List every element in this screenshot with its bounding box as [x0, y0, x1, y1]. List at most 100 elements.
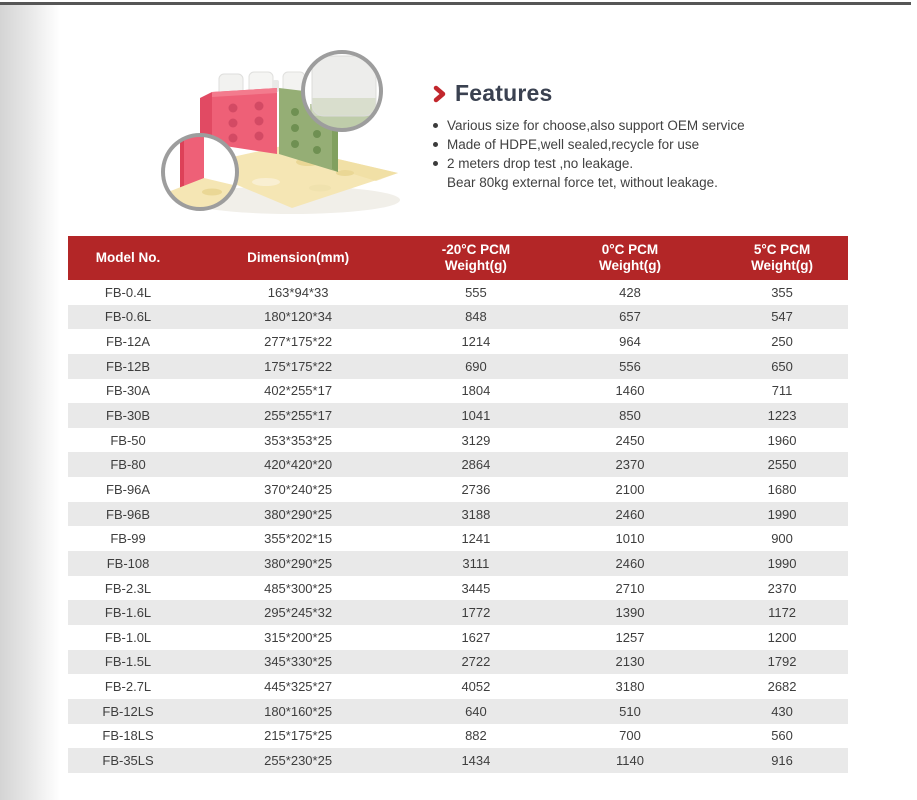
bullet-dot-icon: [433, 142, 438, 147]
features-title: Features: [455, 80, 553, 106]
table-cell: 2864: [461, 457, 491, 473]
table-cell: FB-108: [106, 555, 150, 571]
table-cell: 1223: [767, 408, 797, 424]
table-row-FB-1.5L: FB-1.5L 345*330*25 2722 2130 1792: [68, 649, 848, 675]
table-cell: 2460: [615, 555, 645, 571]
table-cell: 1460: [615, 383, 645, 399]
table-cell: 2682: [767, 679, 797, 695]
table-cell: 315*200*25: [264, 629, 333, 645]
table-cell: 1680: [767, 481, 797, 497]
product-image: [140, 40, 430, 225]
table-cell: FB-96B: [106, 506, 151, 522]
table-cell: 180*160*25: [264, 703, 333, 719]
table-row-FB-50: FB-50 353*353*25 3129 2450 1960: [68, 428, 848, 453]
table-cell: 2450: [615, 432, 645, 448]
table-row-FB-35LS: FB-35LS 255*230*25 1434 1140 916: [68, 748, 848, 773]
table-cell: FB-2.7L: [104, 679, 152, 695]
table-row-FB-12LS: FB-12LS 180*160*25 640 510 430: [68, 698, 848, 724]
table-cell: 916: [771, 752, 793, 768]
table-row-FB-30A: FB-30A 402*255*17 1804 1460 711: [68, 379, 848, 404]
table-cell: 882: [465, 728, 487, 744]
column-header-1: Dimension(mm): [247, 250, 350, 265]
table-row-FB-12A: FB-12A 277*175*22 1214 964 250: [68, 329, 848, 354]
table-cell: 1960: [767, 432, 797, 448]
table-cell: 850: [619, 408, 641, 424]
table-cell: FB-99: [110, 531, 146, 547]
pink-ice-pack-panel: [200, 88, 277, 154]
table-cell: 2130: [615, 654, 645, 670]
magnifier-circle-bottom-left-icon: [161, 133, 239, 211]
table-cell: 445*325*27: [264, 679, 333, 695]
table-cell: 560: [771, 728, 793, 744]
table-cell: 295*245*32: [264, 605, 333, 621]
table-cell: FB-30B: [106, 408, 151, 424]
table-cell: 1140: [615, 752, 644, 768]
table-cell: 700: [619, 728, 641, 744]
table-cell: 1257: [615, 629, 645, 645]
table-cell: 4052: [461, 679, 491, 695]
table-cell: 2710: [615, 580, 645, 596]
table-cell: FB-30A: [106, 383, 151, 399]
table-cell: 3445: [461, 580, 491, 596]
table-header-row: Model No. Dimension(mm) -20°C PCM Weight(g)…: [68, 236, 848, 280]
table-row-FB-0.4L: FB-0.4L 163*94*33 555 428 355: [68, 280, 848, 305]
features-arrow-icon: [433, 85, 446, 103]
table-cell: 1010: [615, 531, 645, 547]
table-cell: FB-12LS: [102, 703, 154, 719]
table-cell: 1200: [767, 629, 797, 645]
table-cell: FB-1.6L: [104, 605, 152, 621]
spec-table: Model No. Dimension(mm) -20°C PCM Weight(g)…: [68, 236, 848, 773]
table-row-FB-80: FB-80 420*420*20 2864 2370 2550: [68, 452, 848, 478]
bullet-dot-icon: [433, 123, 438, 128]
table-row-FB-12B: FB-12B 175*175*22 690 556 650: [68, 353, 848, 379]
table-cell: 1990: [767, 555, 797, 571]
column-header-4: 5°C PCM Weight(g): [751, 242, 814, 273]
table-cell: 255*255*17: [264, 408, 333, 424]
magnifier-circle-top-right-icon: [301, 50, 383, 132]
table-row-FB-18LS: FB-18LS 215*175*25 882 700 560: [68, 724, 848, 749]
table-cell: 1172: [768, 605, 797, 621]
table-cell: 1390: [615, 605, 645, 621]
table-cell: FB-0.4L: [104, 284, 152, 300]
table-cell: 1772: [461, 605, 491, 621]
table-cell: 180*120*34: [264, 309, 333, 325]
table-cell: 355: [771, 284, 793, 300]
table-cell: FB-96A: [106, 481, 151, 497]
table-cell: 711: [771, 383, 793, 399]
feature-bullet-0: Various size for choose,also support OEM…: [433, 116, 903, 135]
table-cell: 380*290*25: [264, 506, 333, 522]
table-cell: 3111: [462, 555, 490, 571]
feature-bullet-1: Made of HDPE,well sealed,recycle for use: [433, 135, 903, 154]
table-cell: 657: [619, 309, 641, 325]
column-header-3: 0°C PCM Weight(g): [598, 242, 661, 273]
table-cell: 2100: [615, 481, 645, 497]
column-header-2: -20°C PCM Weight(g): [441, 242, 511, 273]
table-cell: 3180: [615, 679, 645, 695]
table-cell: 175*175*22: [264, 358, 333, 374]
table-cell: FB-0.6L: [104, 309, 152, 325]
table-cell: 1792: [767, 654, 797, 670]
table-row-FB-30B: FB-30B 255*255*17 1041 850 1223: [68, 403, 848, 428]
table-cell: 848: [465, 309, 487, 325]
table-row-FB-2.7L: FB-2.7L 445*325*27 4052 3180 2682: [68, 674, 848, 699]
table-row-FB-96A: FB-96A 370*240*25 2736 2100 1680: [68, 477, 848, 502]
table-cell: 690: [465, 358, 487, 374]
table-cell: FB-12B: [106, 358, 151, 374]
table-cell: 1990: [767, 506, 797, 522]
table-cell: 650: [771, 358, 793, 374]
table-cell: 430: [771, 703, 793, 719]
table-cell: 353*353*25: [264, 432, 333, 448]
features-continuation-line: Bear 80kg external force tet, without le…: [447, 175, 718, 190]
table-cell: FB-1.0L: [104, 629, 152, 645]
table-cell: 277*175*22: [264, 334, 333, 350]
table-cell: FB-1.5L: [104, 654, 152, 670]
table-cell: 355*202*15: [264, 531, 333, 547]
table-cell: 964: [619, 334, 641, 350]
table-row-FB-108: FB-108 380*290*25 3111 2460 1990: [68, 551, 848, 576]
table-cell: FB-80: [110, 457, 146, 473]
table-cell: 370*240*25: [264, 481, 333, 497]
table-cell: 485*300*25: [264, 580, 333, 596]
table-row-FB-96B: FB-96B 380*290*25 3188 2460 1990: [68, 501, 848, 527]
table-cell: 3129: [461, 432, 491, 448]
features-list: Various size for choose,also support OEM…: [433, 116, 903, 173]
